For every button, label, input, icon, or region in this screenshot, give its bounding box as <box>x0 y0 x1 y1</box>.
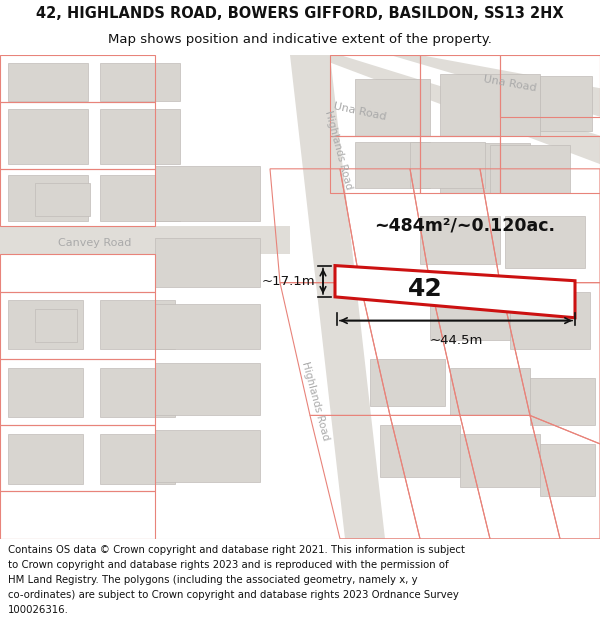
Bar <box>8 62 88 101</box>
Bar <box>8 368 83 418</box>
Bar <box>100 62 180 101</box>
Bar <box>370 359 445 406</box>
Text: ~44.5m: ~44.5m <box>430 334 482 347</box>
Bar <box>410 142 485 188</box>
Polygon shape <box>335 266 575 318</box>
Text: Canvey Road: Canvey Road <box>58 238 131 248</box>
Polygon shape <box>0 226 290 254</box>
Bar <box>155 363 260 416</box>
Text: Highlands Road: Highlands Road <box>299 361 331 442</box>
Bar <box>540 76 592 131</box>
Bar <box>505 216 585 268</box>
Bar <box>100 434 175 484</box>
Bar <box>450 368 530 416</box>
Bar <box>35 309 77 342</box>
Bar <box>460 434 540 487</box>
Text: to Crown copyright and database rights 2023 and is reproduced with the permissio: to Crown copyright and database rights 2… <box>8 560 448 570</box>
Text: Contains OS data © Crown copyright and database right 2021. This information is : Contains OS data © Crown copyright and d… <box>8 545 465 555</box>
Text: Highlands Road: Highlands Road <box>323 109 353 191</box>
Text: co-ordinates) are subject to Crown copyright and database rights 2023 Ordnance S: co-ordinates) are subject to Crown copyr… <box>8 590 458 600</box>
Polygon shape <box>310 55 600 164</box>
Bar <box>100 368 175 418</box>
Bar <box>355 142 430 188</box>
Text: Una Road: Una Road <box>333 101 387 122</box>
Text: 100026316.: 100026316. <box>8 605 68 615</box>
Text: 42, HIGHLANDS ROAD, BOWERS GIFFORD, BASILDON, SS13 2HX: 42, HIGHLANDS ROAD, BOWERS GIFFORD, BASI… <box>36 6 564 21</box>
Bar <box>355 79 430 136</box>
Bar <box>155 238 260 288</box>
Bar <box>430 292 510 339</box>
Text: ~484m²/~0.120ac.: ~484m²/~0.120ac. <box>374 217 556 235</box>
Bar <box>8 300 83 349</box>
Bar <box>440 143 530 192</box>
Bar <box>8 434 83 484</box>
Bar <box>380 425 460 477</box>
Polygon shape <box>290 55 385 539</box>
Text: 42: 42 <box>407 277 442 301</box>
Bar <box>510 292 590 349</box>
Bar <box>155 429 260 482</box>
Bar <box>8 109 88 164</box>
Bar <box>440 74 540 136</box>
Bar <box>100 109 180 164</box>
Bar <box>8 176 88 221</box>
Bar <box>530 378 595 425</box>
Bar <box>100 300 175 349</box>
Bar <box>420 216 500 264</box>
Bar <box>35 183 90 216</box>
Text: ~17.1m: ~17.1m <box>262 275 315 288</box>
Text: HM Land Registry. The polygons (including the associated geometry, namely x, y: HM Land Registry. The polygons (includin… <box>8 575 418 585</box>
Bar <box>155 304 260 349</box>
Bar <box>490 145 570 192</box>
Text: Una Road: Una Road <box>483 74 537 93</box>
Polygon shape <box>390 55 600 117</box>
Bar <box>100 176 180 221</box>
Text: Map shows position and indicative extent of the property.: Map shows position and indicative extent… <box>108 33 492 46</box>
Bar <box>155 166 260 221</box>
Bar <box>540 444 595 496</box>
